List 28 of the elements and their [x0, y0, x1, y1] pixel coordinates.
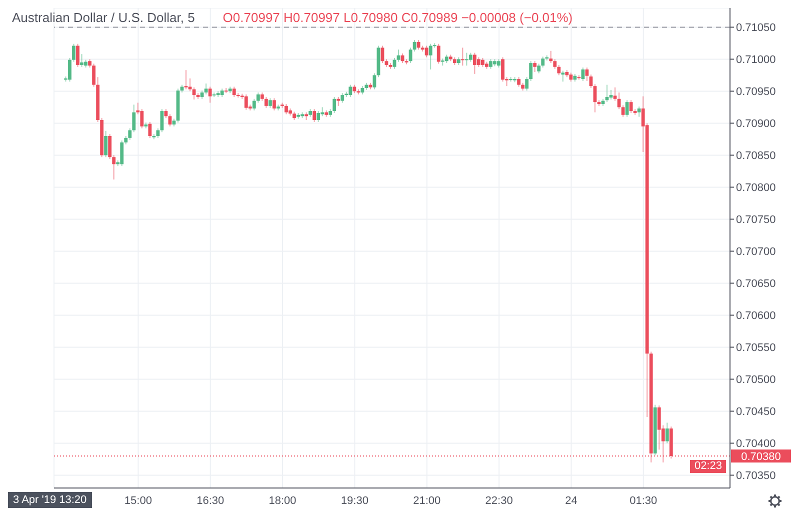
y-tick-label: 0.70450: [736, 406, 776, 418]
y-tick-label: 0.70350: [736, 470, 776, 482]
annotation: 02:23: [690, 460, 726, 473]
y-tick-label: 0.70500: [736, 374, 776, 386]
text: 3 Apr '19 13:20: [8, 492, 92, 508]
y-tick-label: 0.70750: [736, 214, 776, 226]
x-tick-label: 16:30: [196, 494, 224, 507]
y-tick-label: 0.71000: [736, 54, 776, 66]
x-tick-label: 24: [565, 494, 578, 507]
y-tick-label: 0.70400: [736, 438, 776, 450]
y-tick-label: 0.70850: [736, 150, 776, 162]
y-tick-label: 0.70650: [736, 278, 776, 290]
x-tick-label: 19:30: [340, 494, 368, 507]
y-tick-label: 0.70600: [736, 310, 776, 322]
x-tick-label: 22:30: [485, 494, 513, 507]
y-tick-label: 0.70550: [736, 342, 776, 354]
ref-line-label: 0.70380: [741, 451, 781, 463]
x-tick-label: 18:00: [268, 494, 296, 507]
y-tick-label: 0.70800: [736, 182, 776, 194]
y-tick-label: 0.70950: [736, 86, 776, 98]
y-tick-label: 0.70900: [736, 118, 776, 130]
y-tick-label: 0.71050: [736, 22, 776, 34]
chart-subtitle: O0.70997 H0.70997 L0.70980 C0.70989 −0.00008 (−0.01%): [222, 10, 573, 25]
y-tick-label: 0.70700: [736, 246, 776, 258]
x-tick-label: 21:00: [413, 494, 441, 507]
x-tick-label: 15:00: [124, 494, 152, 507]
chart-title: Australian Dollar / U.S. Dollar, 5: [12, 10, 195, 25]
x-tick-label: 01:30: [630, 494, 658, 507]
